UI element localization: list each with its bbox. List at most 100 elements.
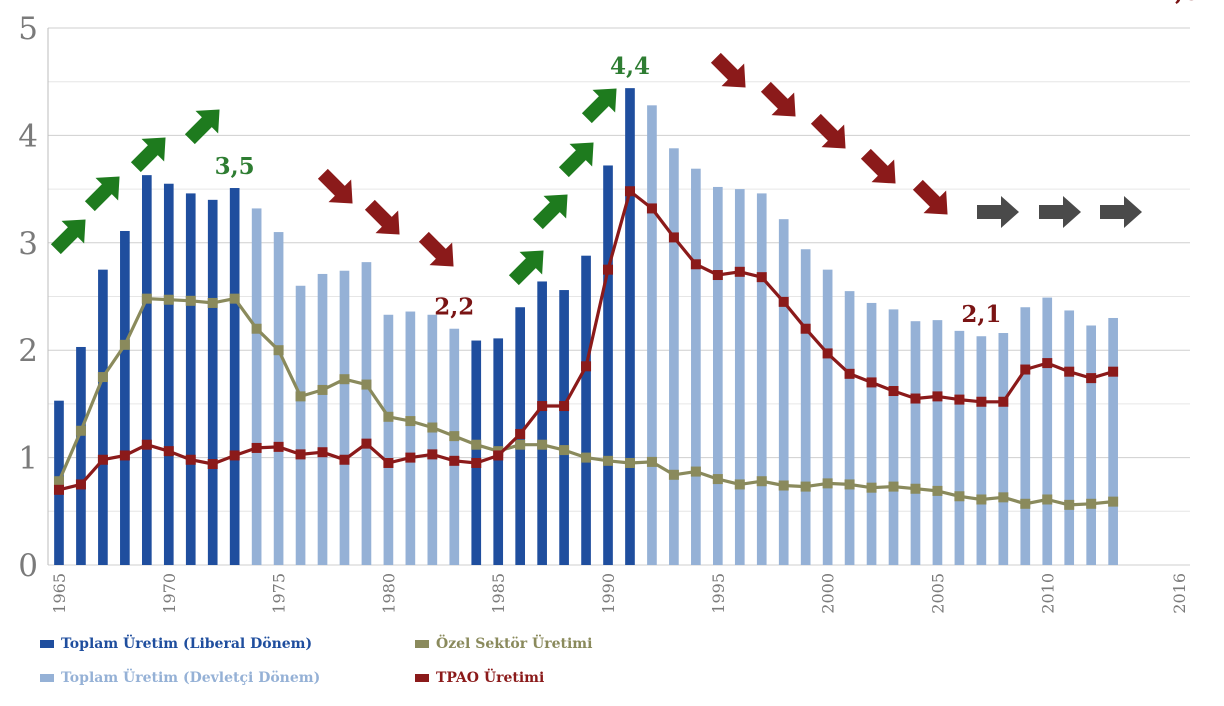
point-0-1998 (778, 480, 789, 491)
bar-1983 (449, 328, 460, 565)
bar-2008 (998, 333, 1009, 565)
point-0-2005 (932, 485, 943, 496)
y-tick-label-3: 3 (18, 226, 38, 262)
point-1-1988 (559, 401, 570, 412)
bar-2013 (1108, 317, 1118, 565)
value-label-4,4: 4,4 (610, 53, 650, 80)
point-1-2004 (910, 393, 921, 404)
bar-1999 (800, 249, 811, 565)
trend-arrow-down-5 (364, 199, 400, 235)
bar-1974 (251, 208, 262, 565)
point-1-2009 (1020, 364, 1031, 375)
bar-2010 (1042, 297, 1053, 565)
grid-lines (47, 27, 1190, 566)
point-1-1986 (515, 428, 526, 439)
trend-arrow-up-7 (508, 250, 544, 286)
point-1-1994 (690, 259, 701, 270)
trend-arrow-up-10 (581, 88, 617, 124)
trend-arrows (50, 52, 1142, 286)
y-tick-label-1: 1 (18, 441, 38, 477)
bar-1970 (163, 183, 174, 566)
point-1-2011 (1064, 366, 1075, 377)
bar-1981 (405, 311, 416, 565)
bar-2007 (976, 336, 987, 565)
trend-arrow-up-8 (532, 194, 568, 230)
bar-1975 (273, 232, 284, 565)
point-0-1999 (800, 481, 811, 492)
x-tick-label-1980: 1980 (379, 573, 398, 614)
point-1-1967 (97, 454, 108, 465)
bar-2006 (954, 330, 965, 565)
trend-arrow-down-4 (317, 168, 353, 204)
x-tick-label-2010: 2010 (1038, 573, 1057, 614)
bar-1980 (383, 314, 394, 565)
trend-arrow-down-6 (418, 231, 454, 267)
point-1-2000 (822, 348, 833, 359)
point-1-1992 (646, 203, 657, 214)
bar-1984 (471, 340, 482, 565)
bar-1967 (98, 269, 108, 565)
bar-2012 (1086, 325, 1097, 565)
legend-swatch-devletci (40, 674, 54, 682)
point-0-1980 (383, 411, 394, 422)
point-1-1989 (581, 361, 592, 372)
point-1-2006 (954, 394, 965, 405)
point-1-2007 (976, 396, 987, 407)
point-1-1970 (163, 446, 174, 457)
bar-1987 (537, 281, 547, 565)
trend-arrow-up-9 (558, 142, 594, 178)
point-1-1982 (427, 449, 438, 460)
point-0-1987 (537, 439, 548, 450)
point-0-1993 (668, 469, 679, 480)
bars (54, 88, 1118, 566)
bar-2002 (866, 302, 877, 565)
legend-item-tpao: TPAO Üretimi (415, 670, 544, 686)
bar-1973 (229, 188, 240, 565)
point-1-1969 (141, 439, 152, 450)
x-tick-label-1970: 1970 (160, 573, 179, 614)
point-0-1977 (317, 384, 328, 395)
point-0-1972 (207, 297, 218, 308)
trend-arrow-down-13 (810, 113, 846, 149)
point-1-2010 (1042, 358, 1053, 369)
point-1-1980 (383, 457, 394, 468)
point-0-2000 (822, 478, 833, 489)
legend-swatch-tpao (415, 674, 429, 682)
trend-arrow-right-18 (1100, 196, 1142, 228)
point-1-1977 (317, 447, 328, 458)
point-1-2012 (1086, 373, 1097, 384)
bar-2001 (844, 291, 855, 565)
point-0-1995 (712, 474, 723, 485)
point-0-1994 (690, 466, 701, 477)
point-1-1975 (273, 441, 284, 452)
point-1-2003 (888, 386, 899, 397)
bar-1968 (120, 230, 130, 565)
bar-2011 (1064, 310, 1075, 565)
x-tick-label-2000: 2000 (819, 573, 838, 614)
value-label-3,5: 3,5 (215, 153, 255, 180)
point-0-2001 (844, 479, 855, 490)
legend-label-tpao: TPAO Üretimi (436, 670, 545, 686)
point-1-1991 (624, 186, 635, 197)
point-0-2002 (866, 482, 877, 493)
point-1-1999 (800, 323, 811, 334)
point-1-1976 (295, 449, 306, 460)
point-1-1971 (185, 454, 196, 465)
x-tick-label-1995: 1995 (709, 573, 728, 614)
point-0-2003 (888, 481, 899, 492)
legend-label-liberal: Toplam Üretim (Liberal Dönem) (61, 636, 313, 652)
point-1-2013 (1108, 366, 1119, 377)
bar-2000 (822, 269, 833, 565)
bar-1976 (295, 285, 306, 565)
series-lines (53, 186, 1119, 510)
x-tick-label-2005: 2005 (928, 573, 947, 614)
value-label-2,6: 2,6 (1159, 0, 1199, 6)
axes: 0 1 2 3 4 5 1965 1970 1975 1980 1985 1990 1995 2000 20… (18, 11, 1189, 614)
point-0-2010 (1042, 494, 1053, 505)
point-0-1974 (251, 323, 262, 334)
point-1-1995 (712, 270, 723, 281)
point-0-1986 (515, 439, 526, 450)
annotations: 3,5 2,2 4,4 2,1 2,6 (215, 0, 1199, 328)
value-label-2,1: 2,1 (961, 301, 1001, 328)
